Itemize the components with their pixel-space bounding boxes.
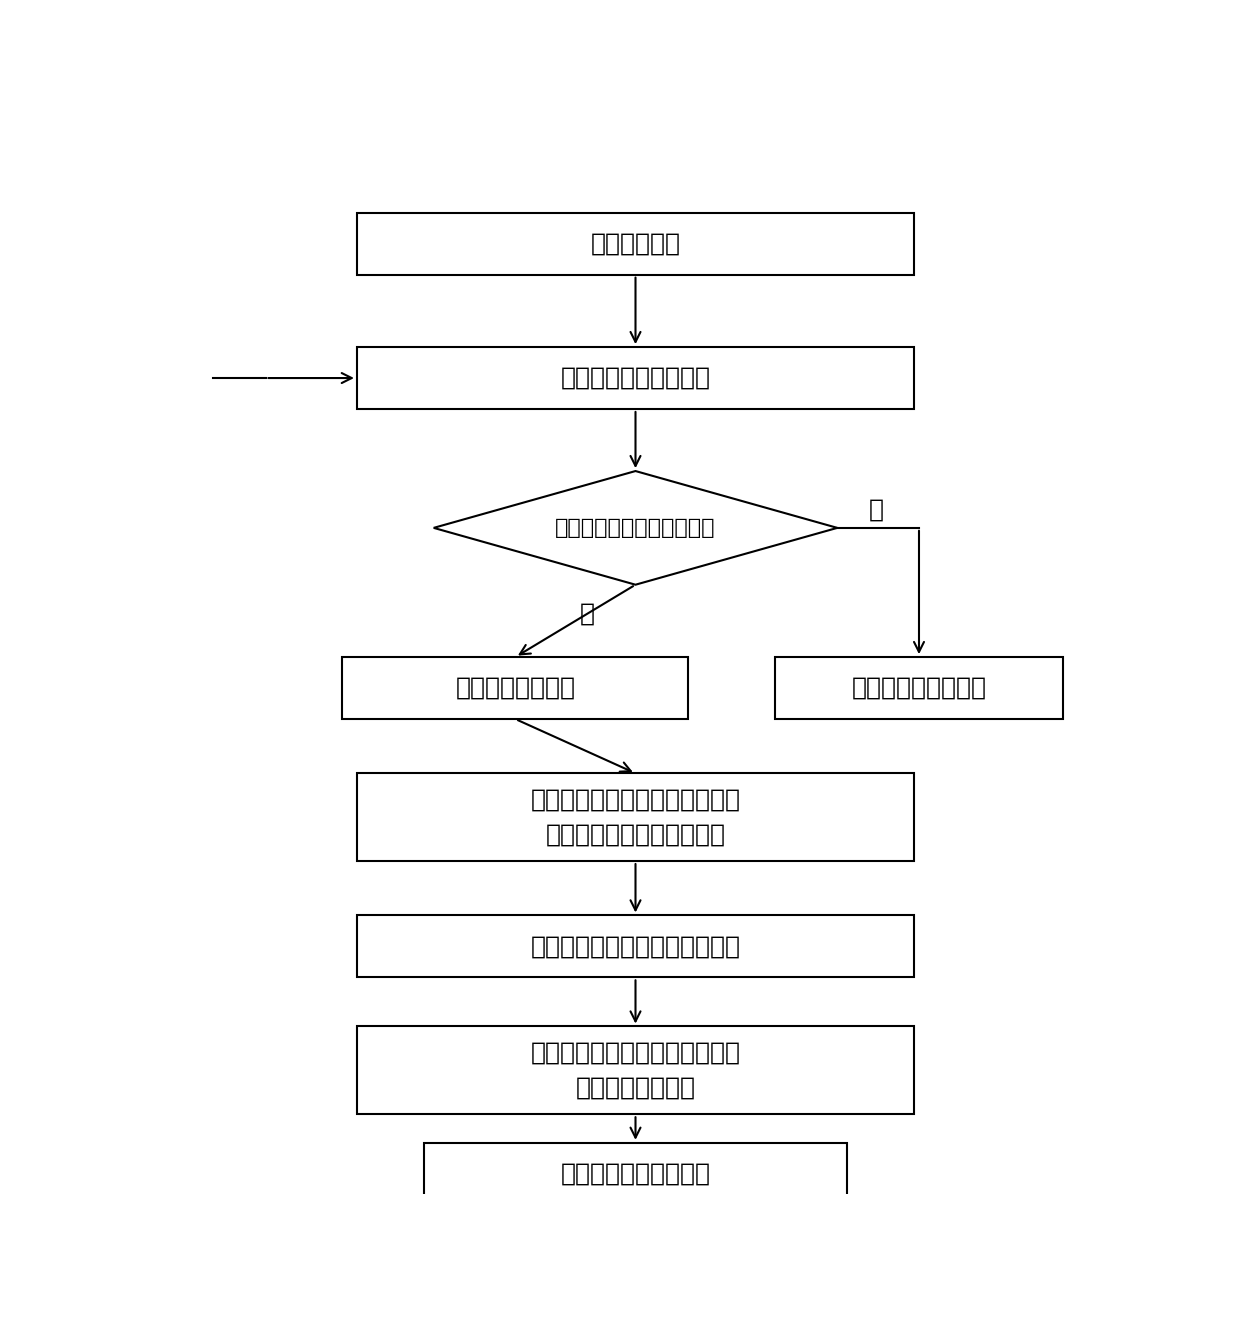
Bar: [342, 658, 688, 719]
Text: 计算信号装置禁行信号开启时刻
并判断禁行信号开启必要性: 计算信号装置禁行信号开启时刻 并判断禁行信号开启必要性: [531, 788, 740, 847]
Text: 是: 是: [580, 601, 595, 625]
Bar: [357, 773, 914, 862]
Bar: [775, 658, 1063, 719]
Text: 基础数据采集: 基础数据采集: [590, 232, 681, 256]
Text: 计算信号装置放行信号开启时刻: 计算信号装置放行信号开启时刻: [531, 934, 740, 958]
Bar: [357, 915, 914, 977]
Text: 不开启站厅信号装置: 不开启站厅信号装置: [852, 676, 987, 701]
Bar: [357, 213, 914, 275]
Text: 基于实时视频识别结果动态调整
信号装置配时方案: 基于实时视频识别结果动态调整 信号装置配时方案: [531, 1040, 740, 1100]
Polygon shape: [434, 471, 837, 585]
Bar: [357, 348, 914, 409]
Text: 判断是否会达到过饱和状态: 判断是否会达到过饱和状态: [556, 518, 715, 538]
Bar: [424, 1143, 847, 1205]
Text: 否: 否: [868, 498, 883, 521]
Text: 实施信号装置配时方案: 实施信号装置配时方案: [560, 1162, 711, 1186]
Text: 开启站厅信号装置: 开启站厅信号装置: [455, 676, 575, 701]
Bar: [357, 1027, 914, 1114]
Text: 站台过饱和状态预判别: 站台过饱和状态预判别: [560, 366, 711, 391]
